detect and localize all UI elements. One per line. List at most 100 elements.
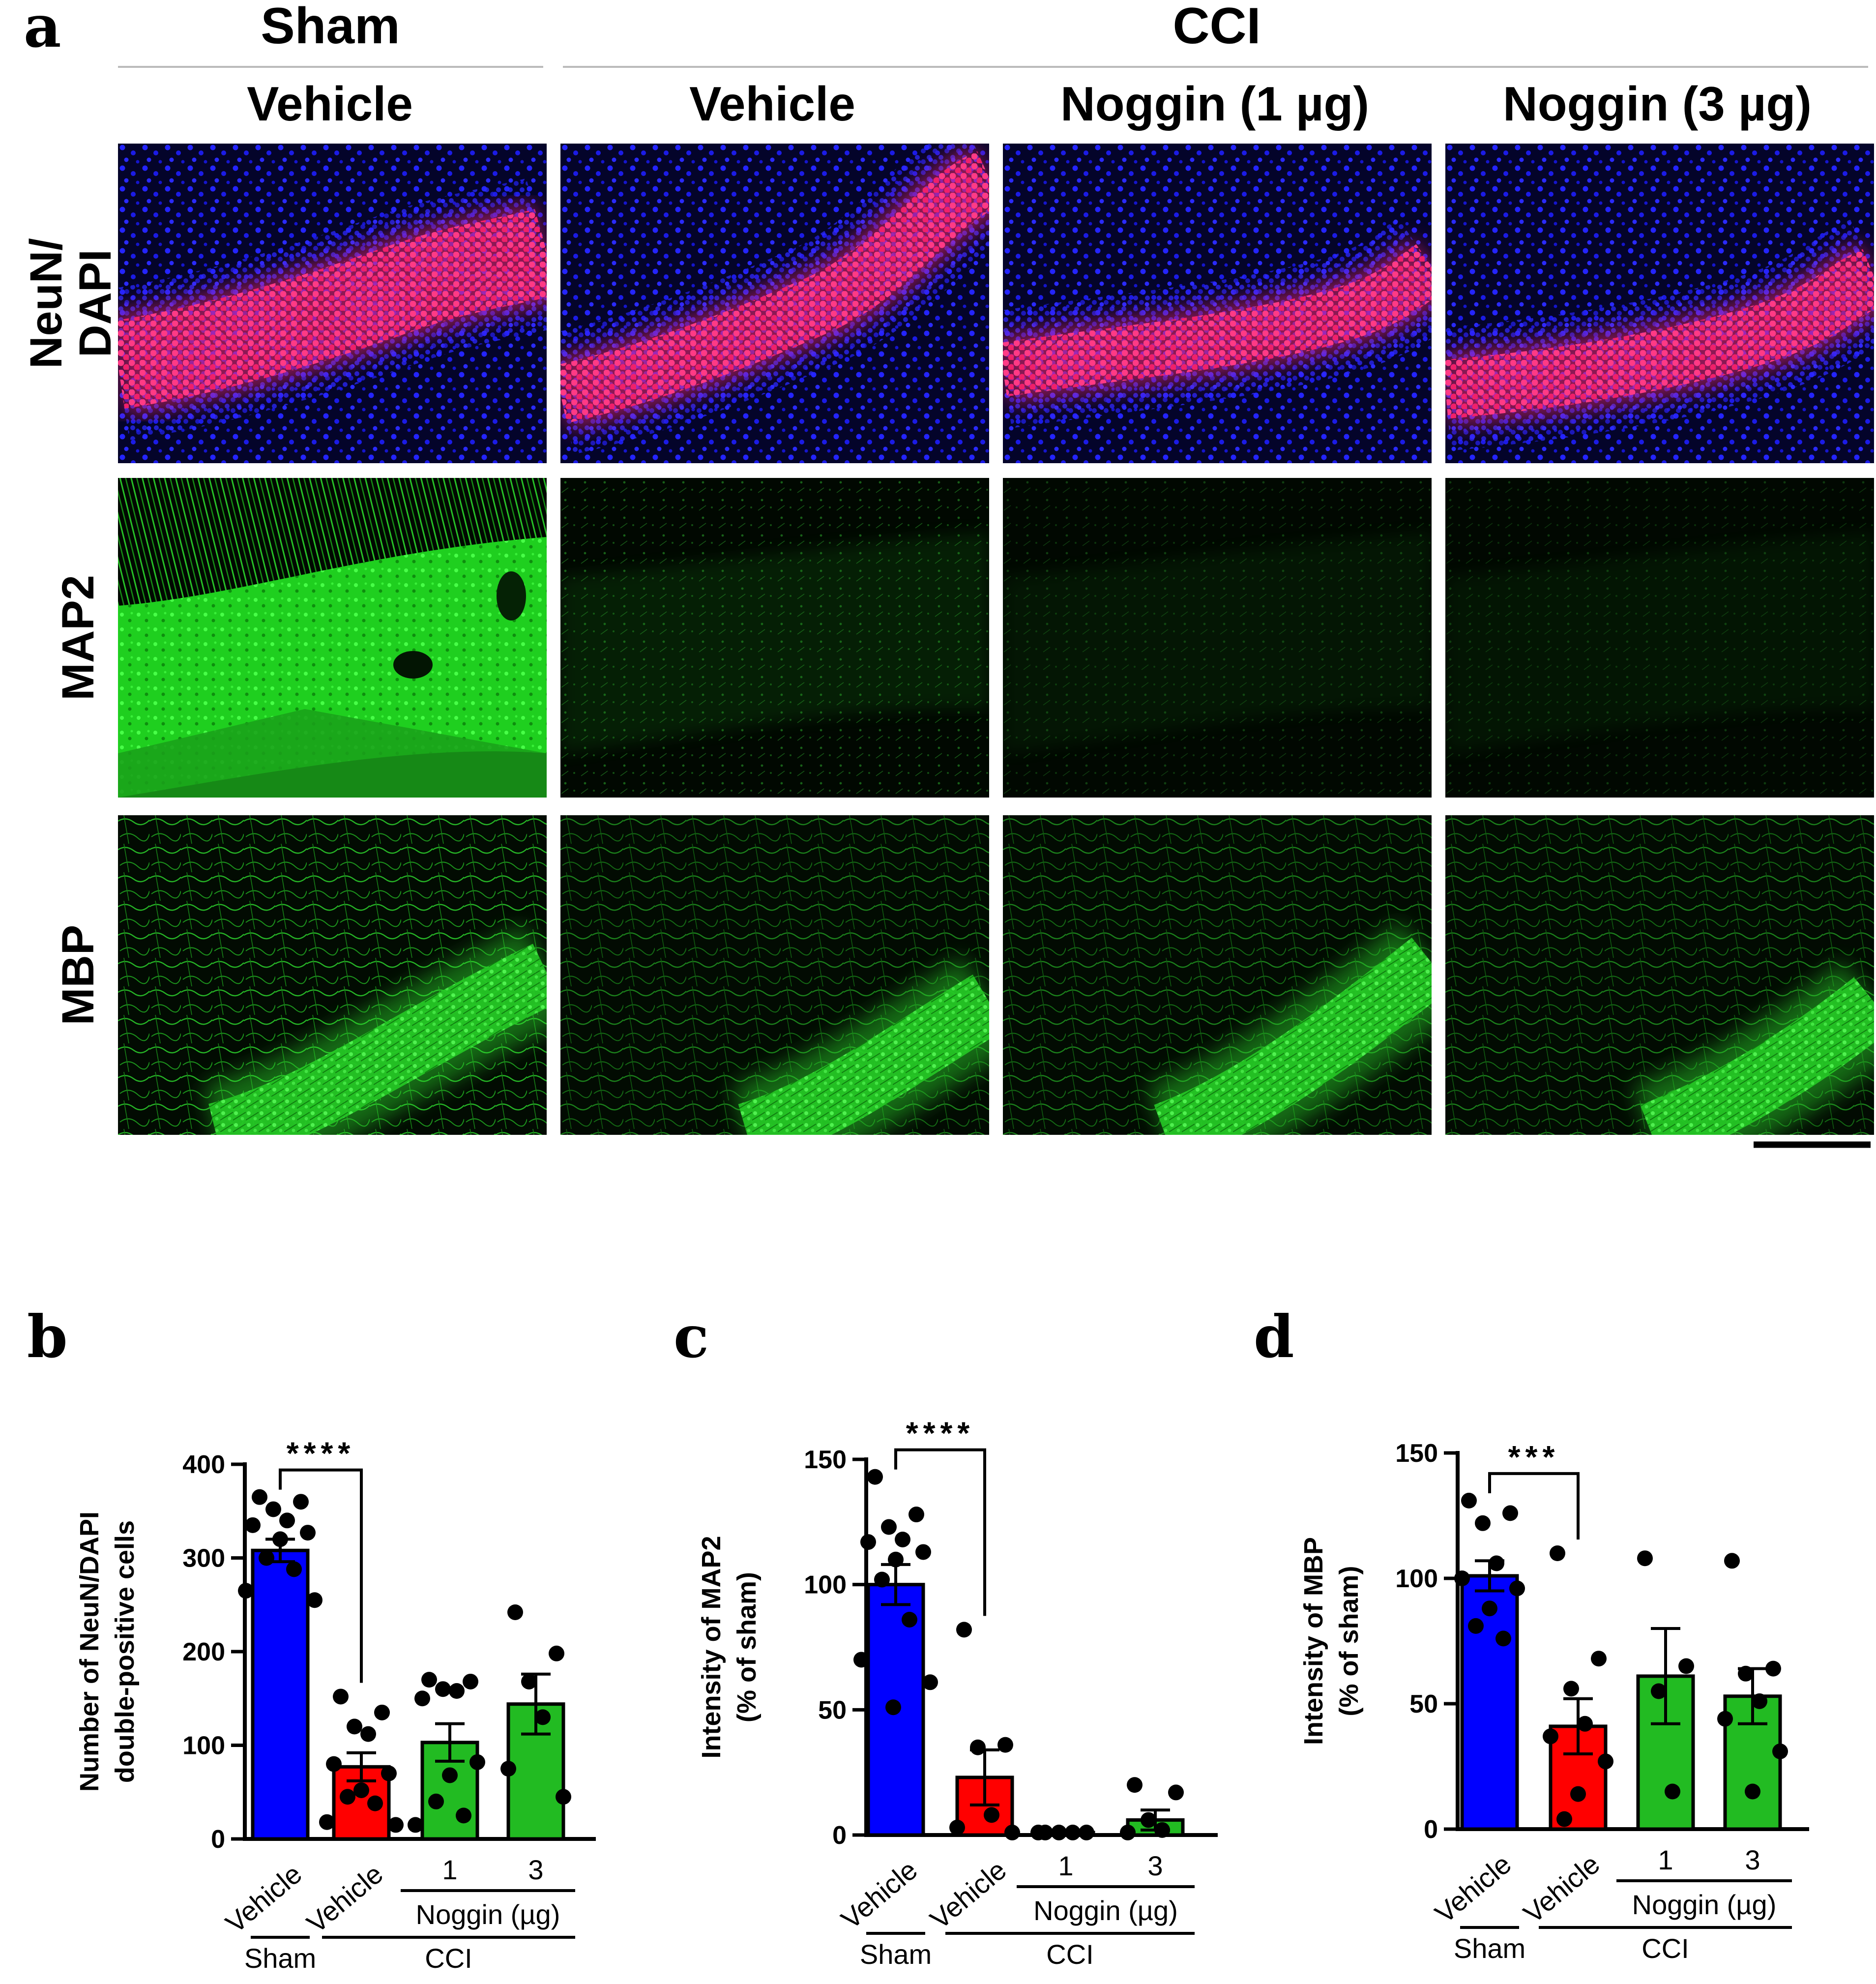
cci-group-label: CCI: [425, 1943, 472, 1974]
header-cci: CCI: [1172, 0, 1260, 55]
data-point: [1065, 1824, 1081, 1840]
panel-a-letter: a: [24, 0, 61, 60]
category-label: Vehicle: [835, 1854, 923, 1935]
y-axis-label: Intensity of MBP (% of sham): [1299, 1537, 1364, 1745]
micrograph-tile: [1445, 815, 1874, 1135]
y-axis-label: Number of NeuN/DAPI double-positive cells: [75, 1511, 140, 1792]
row-label: MBP: [53, 925, 103, 1025]
data-point: [1475, 1515, 1491, 1531]
y-tick-label: 0: [832, 1821, 847, 1850]
y-axis-label-line: Number of NeuN/DAPI: [75, 1511, 104, 1792]
data-point: [265, 1501, 281, 1517]
bar-charts: b Number of NeuN/DAPI double-positive cell…: [27, 1303, 1809, 1974]
row-labels: NeuN/DAPI MAP2 MBP: [21, 238, 120, 1025]
bar: [1460, 1574, 1519, 1831]
category-label: 3: [528, 1854, 543, 1885]
data-point: [1745, 1783, 1760, 1800]
y-axis-label-line: Intensity of MBP: [1299, 1537, 1328, 1745]
significance-label: ****: [287, 1436, 355, 1471]
bar: [251, 1548, 310, 1841]
row-label: NeuN/DAPI: [21, 238, 120, 369]
sham-group-label: Sham: [244, 1943, 316, 1974]
data-point: [1543, 1728, 1558, 1745]
data-point: [1724, 1553, 1740, 1569]
data-point: [1738, 1665, 1754, 1682]
mbp-bundle: [1154, 937, 1432, 1135]
data-point: [1765, 1660, 1781, 1677]
data-point: [949, 1819, 965, 1836]
data-point: [909, 1507, 924, 1523]
micrograph-tile: [118, 815, 547, 1135]
category-label: 1: [1058, 1850, 1073, 1881]
neun-cell-band: [1445, 249, 1874, 419]
data-point: [902, 1611, 917, 1628]
data-point: [272, 1531, 288, 1547]
data-point: [408, 1817, 423, 1833]
header-sham: Sham: [261, 0, 400, 55]
micrograph-tile: [560, 478, 989, 798]
row-label-line: NeuN/: [21, 238, 71, 369]
y-tick-label: 100: [1395, 1565, 1438, 1593]
y-axis-label-line: double-positive cells: [110, 1520, 140, 1783]
data-point: [535, 1709, 551, 1725]
data-point: [1489, 1555, 1504, 1571]
y-tick-label: 0: [1424, 1815, 1438, 1844]
data-point: [1495, 1630, 1511, 1647]
data-point: [381, 1765, 397, 1781]
data-point: [1079, 1824, 1094, 1840]
mbp-bundle: [1640, 977, 1874, 1135]
significance-bracket: [279, 1468, 363, 1683]
neun-cell-band: [1003, 244, 1432, 397]
data-point: [1550, 1545, 1565, 1561]
data-point: [1120, 1824, 1136, 1840]
data-point: [333, 1688, 349, 1705]
noggin-group-label: Noggin (µg): [416, 1899, 560, 1930]
data-point: [549, 1645, 564, 1661]
data-point: [1154, 1822, 1170, 1838]
data-point: [442, 1767, 458, 1783]
y-tick-label: 150: [804, 1446, 847, 1474]
panel-letter: d: [1254, 1303, 1294, 1371]
data-point: [353, 1782, 369, 1798]
map2-faint-layer: [1003, 532, 1432, 753]
data-point: [367, 1795, 383, 1811]
chart-panel-c: c Intensity of MAP2 (% of sham) 0 50 100 150 **…: [674, 1303, 1218, 1970]
data-point: [279, 1512, 295, 1529]
data-point: [1570, 1786, 1586, 1802]
data-point: [1637, 1550, 1653, 1567]
data-point: [469, 1754, 485, 1770]
data-point: [867, 1469, 883, 1485]
data-point: [885, 1699, 901, 1716]
data-point: [414, 1690, 430, 1707]
micrograph-tile: [1003, 144, 1432, 463]
data-point: [507, 1604, 523, 1620]
data-point: [860, 1534, 876, 1550]
data-point: [556, 1789, 571, 1805]
data-point: [922, 1674, 938, 1690]
data-point: [259, 1550, 274, 1566]
data-point: [1509, 1580, 1525, 1597]
data-point: [997, 1737, 1013, 1753]
data-point: [421, 1672, 437, 1688]
category-label: 1: [1658, 1844, 1673, 1875]
micrograph-tile: [1445, 144, 1874, 463]
column-label: Noggin (1 µg): [1060, 77, 1369, 131]
micrograph-tile: [560, 144, 989, 463]
category-label: Vehicle: [220, 1858, 308, 1939]
sham-group-label: Sham: [860, 1939, 932, 1970]
neun-cell-band: [560, 151, 989, 423]
y-tick-label: 100: [182, 1732, 225, 1760]
data-point: [1502, 1505, 1518, 1521]
y-axis-label-line: Intensity of MAP2: [697, 1536, 726, 1758]
data-point: [449, 1683, 465, 1699]
data-point: [252, 1489, 267, 1505]
category-label: 3: [1745, 1844, 1760, 1875]
data-point: [293, 1494, 309, 1510]
category-label: 1: [442, 1854, 457, 1885]
data-point: [286, 1561, 302, 1577]
data-point: [326, 1756, 342, 1772]
y-tick-label: 100: [804, 1571, 847, 1599]
data-point: [1651, 1683, 1667, 1699]
significance-label: ***: [1508, 1439, 1560, 1475]
column-labels: Vehicle Vehicle Noggin (1 µg) Noggin (3 µg): [247, 77, 1812, 131]
